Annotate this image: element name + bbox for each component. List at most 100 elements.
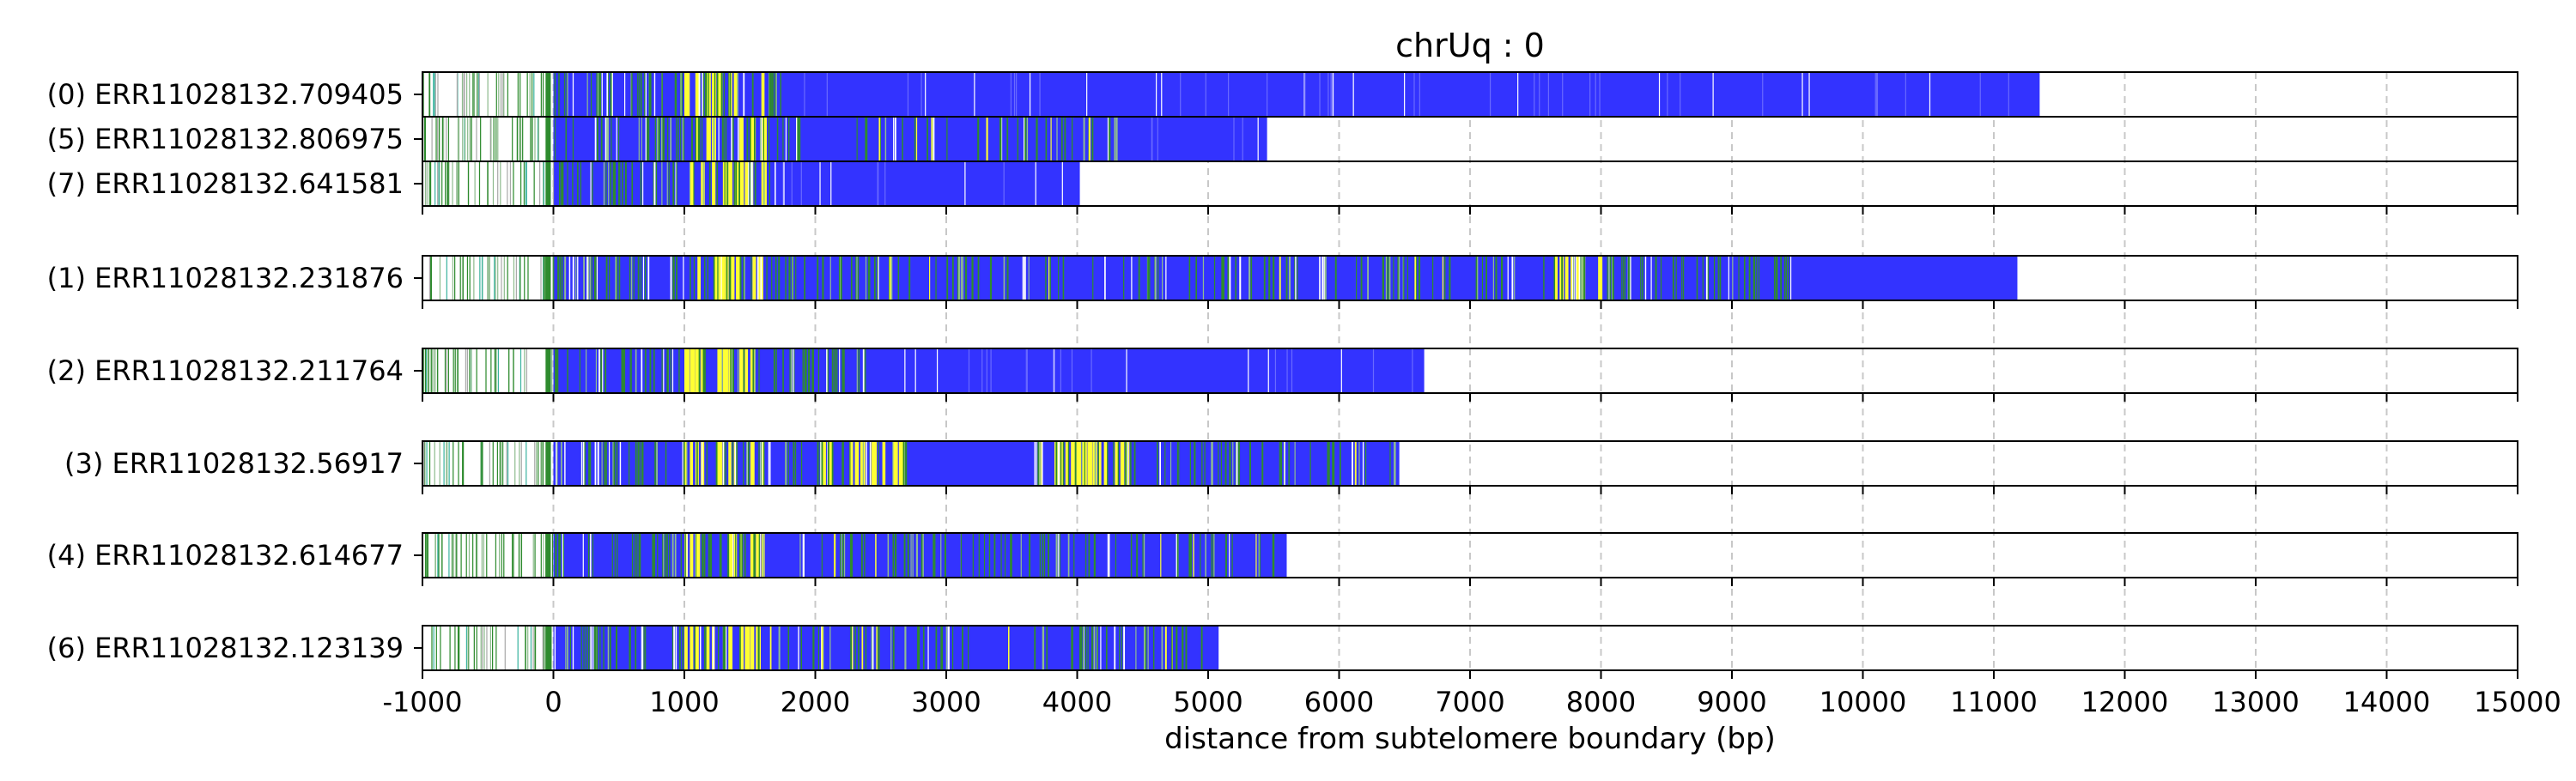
light-stripe <box>1562 72 1564 117</box>
green-stripe <box>1025 117 1027 161</box>
green-stripe <box>1224 441 1227 486</box>
green-stripe <box>892 441 894 486</box>
sequence-stripe <box>544 256 546 300</box>
light-stripe <box>1061 161 1063 206</box>
green-stripe <box>1119 626 1121 670</box>
green-stripe <box>557 256 559 300</box>
green-stripe <box>600 348 603 393</box>
green-stripe <box>669 533 671 578</box>
green-stripe <box>611 533 613 578</box>
sequence-stripe <box>482 441 483 486</box>
x-tick-label: 1000 <box>649 686 719 718</box>
green-stripe <box>686 533 688 578</box>
green-stripe <box>601 348 604 393</box>
green-stripe <box>858 626 860 670</box>
yellow-stripe <box>744 626 750 670</box>
green-stripe <box>655 161 658 206</box>
green-stripe <box>670 256 672 300</box>
green-stripe <box>1056 117 1058 161</box>
green-stripe <box>1360 256 1363 300</box>
light-stripe <box>1352 72 1354 117</box>
light-stripe <box>1086 72 1088 117</box>
green-stripe <box>597 626 598 670</box>
green-stripe <box>1078 626 1081 670</box>
sequence-stripe <box>543 533 544 578</box>
sequence-stripe <box>473 256 475 300</box>
green-stripe <box>827 441 829 486</box>
green-stripe <box>593 626 596 670</box>
yellow-stripe <box>695 117 699 161</box>
green-stripe <box>864 533 866 578</box>
green-stripe <box>1263 256 1266 300</box>
green-stripe <box>647 117 650 161</box>
green-stripe <box>1327 441 1329 486</box>
green-stripe <box>704 256 706 300</box>
light-stripe <box>1233 117 1235 161</box>
green-stripe <box>1162 256 1163 300</box>
green-stripe <box>572 72 574 117</box>
green-stripe <box>1194 441 1196 486</box>
yellow-stripe <box>706 626 710 670</box>
green-stripe <box>662 533 665 578</box>
sequence-stripe <box>488 256 489 300</box>
light-stripe <box>1419 72 1420 117</box>
green-stripe <box>931 117 933 161</box>
green-stripe <box>1738 256 1740 300</box>
green-stripe <box>808 348 811 393</box>
sequence-stripe <box>468 533 471 578</box>
sequence-stripe <box>437 72 439 117</box>
green-stripe <box>675 161 677 206</box>
green-stripe <box>1029 533 1031 578</box>
green-stripe <box>729 256 732 300</box>
sequence-stripe <box>481 256 483 300</box>
green-stripe <box>622 161 623 206</box>
green-stripe <box>640 72 642 117</box>
green-stripe <box>699 117 701 161</box>
green-stripe <box>607 117 610 161</box>
green-stripe <box>839 256 841 300</box>
light-stripe <box>1010 72 1012 117</box>
green-stripe <box>812 348 814 393</box>
green-stripe <box>567 161 568 206</box>
light-stripe <box>1274 348 1277 393</box>
green-stripe <box>873 256 876 300</box>
yellow-stripe <box>733 72 738 117</box>
x-tick-label: 13000 <box>2212 686 2300 718</box>
sequence-stripe <box>447 117 450 161</box>
green-stripe <box>1176 533 1178 578</box>
sequence-stripe <box>497 117 499 161</box>
green-stripe <box>580 441 583 486</box>
light-stripe <box>1013 72 1016 117</box>
green-stripe <box>771 256 773 300</box>
green-stripe <box>787 626 790 670</box>
light-stripe <box>1801 72 1803 117</box>
green-stripe <box>850 256 853 300</box>
sequence-stripe <box>465 626 468 670</box>
green-stripe <box>1034 626 1036 670</box>
sequence-stripe <box>480 117 482 161</box>
sequence-stripe <box>431 117 433 161</box>
green-stripe <box>1507 256 1509 300</box>
x-tick-label: 5000 <box>1173 686 1242 718</box>
green-stripe <box>724 626 726 670</box>
green-stripe <box>556 441 558 486</box>
green-stripe <box>603 161 605 206</box>
sequence-stripe <box>485 348 487 393</box>
sequence-stripe <box>468 626 470 670</box>
green-stripe <box>726 256 728 300</box>
green-stripe <box>713 117 715 161</box>
green-stripe <box>1675 256 1677 300</box>
sequence-stripe <box>545 626 551 670</box>
green-stripe <box>839 348 841 393</box>
sequence-stripe <box>445 161 447 206</box>
green-stripe <box>893 117 895 161</box>
green-stripe <box>904 441 906 486</box>
green-stripe <box>666 348 668 393</box>
green-stripe <box>878 626 880 670</box>
sequence-stripe <box>532 533 534 578</box>
sequence-stripe <box>489 117 491 161</box>
light-stripe <box>1589 72 1591 117</box>
green-stripe <box>639 72 641 117</box>
light-stripe <box>1412 348 1413 393</box>
green-stripe <box>596 256 598 300</box>
